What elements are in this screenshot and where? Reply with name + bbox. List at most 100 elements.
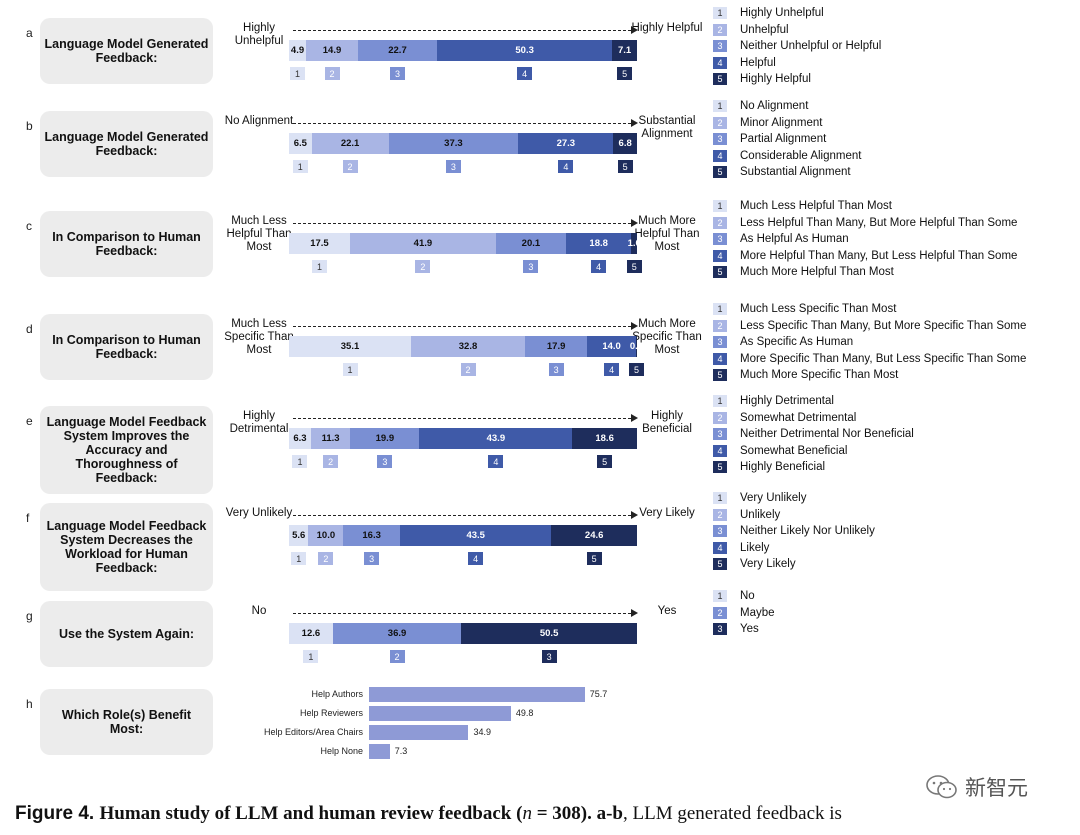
legend-label: Highly Unhelpful [740, 7, 824, 19]
legend-label: Highly Beneficial [740, 461, 826, 473]
right-anchor-label: Very Likely [639, 507, 695, 519]
legend-label: Considerable Alignment [740, 149, 862, 162]
segment-index-badge: 3 [390, 67, 405, 80]
question-box: Language Model Generated Feedback: [40, 18, 213, 84]
scale-arrowhead [631, 511, 638, 519]
stacked-bar: 5.6 10.0 16.3 43.5 24.6 [289, 525, 637, 546]
legend-label: Much Less Helpful Than Most [740, 200, 892, 212]
legend-swatch: 2 [713, 116, 727, 129]
legend-label: Somewhat Detrimental [740, 411, 857, 424]
question-box: In Comparison to Human Feedback: [40, 314, 213, 380]
bar-segment-2: 36.9 [332, 623, 462, 644]
legend-swatch: 2 [713, 319, 727, 332]
bar-segment-5: 1.6 [628, 233, 641, 254]
legend-label: Neither Unhelpful or Helpful [740, 40, 882, 52]
bar-segment-3: 50.5 [461, 623, 637, 644]
left-anchor-label: Highly Detrimental [229, 410, 289, 435]
scale-arrowhead [631, 322, 638, 330]
segment-index-badge: 5 [617, 160, 633, 173]
bar-segment-4: 43.9 [419, 428, 573, 449]
legend-swatch: 3 [713, 525, 727, 537]
legend-label: More Specific Than Many, But Less Specif… [740, 352, 1027, 365]
bar-segment-1: 35.1 [289, 336, 412, 357]
legend-label: More Helpful Than Many, But Less Helpful… [740, 249, 1018, 262]
scale-arrow [293, 123, 631, 124]
legend-label: Neither Detrimental Nor Beneficial [740, 428, 914, 440]
left-anchor-label: No Alignment [224, 115, 294, 127]
category-label: Help Authors [311, 689, 363, 699]
segment-index-badge: 2 [389, 650, 405, 663]
segment-index-badge: 2 [342, 160, 358, 173]
legend-label: As Helpful As Human [740, 233, 849, 245]
bar-segment-5: 18.6 [572, 428, 637, 449]
segment-index-badge: 1 [311, 260, 327, 273]
bar-segment-5: 6.8 [613, 133, 637, 154]
segment-index-badge: 4 [591, 260, 607, 273]
legend-swatch: 5 [713, 461, 727, 473]
legend-swatch: 4 [713, 352, 727, 365]
left-anchor-label: Highly Unhelpful [234, 22, 284, 47]
right-anchor-label: Highly Beneficial [642, 410, 692, 435]
watermark: 新智元 [925, 772, 1028, 802]
bar-segment-4: 50.3 [437, 40, 613, 61]
stacked-bar: 6.3 11.3 19.9 43.9 18.6 [289, 428, 637, 449]
legend-label: No [740, 590, 755, 602]
bar-segment-3: 20.1 [495, 233, 566, 254]
legend-swatch: 1 [713, 7, 727, 19]
legend-label: Yes [740, 623, 759, 635]
bar-segment-4: 27.3 [518, 133, 614, 154]
caption-figure-label: Figure 4. [15, 803, 95, 824]
horizontal-bar [369, 744, 390, 759]
scale-arrow [293, 223, 631, 224]
horizontal-bar [369, 725, 469, 740]
caption-bold-text: Human study of LLM and human review feed… [99, 803, 523, 824]
category-label: Help Reviewers [299, 708, 363, 718]
legend-label: Neither Likely Nor Unlikely [740, 525, 875, 537]
segment-index-badge: 5 [626, 260, 642, 273]
question-box: Language Model Generated Feedback: [40, 111, 213, 177]
legend-swatch: 5 [713, 266, 727, 278]
bar-segment-5: 24.6 [551, 525, 637, 546]
right-anchor-label: Substantial Alignment [638, 115, 696, 140]
legend-swatch: 1 [713, 492, 727, 504]
scale-arrow [293, 30, 631, 31]
right-anchor-label: Yes [657, 605, 677, 617]
legend-label: As Specific As Human [740, 336, 854, 348]
scale-arrowhead [631, 119, 638, 127]
legend-label: Maybe [740, 606, 775, 619]
legend-swatch: 1 [713, 590, 727, 602]
left-anchor-label: Much Less Helpful Than Most [226, 215, 292, 253]
legend-label: Helpful [740, 56, 776, 69]
panel-letter: b [26, 119, 33, 133]
legend-swatch: 1 [713, 100, 727, 112]
stacked-bar: 35.1 32.8 17.9 14.0 0.3 [289, 336, 643, 357]
legend-swatch: 2 [713, 411, 727, 424]
legend-swatch: 2 [713, 23, 727, 36]
bar-segment-4: 43.5 [400, 525, 552, 546]
right-anchor-label: Highly Helpful [631, 22, 703, 34]
legend-label: Unlikely [740, 508, 781, 521]
bar-segment-3: 19.9 [350, 428, 420, 449]
segment-index-badge: 3 [377, 455, 393, 468]
question-box: Language Model Feedback System Decreases… [40, 503, 213, 591]
segment-index-badge: 1 [342, 363, 358, 376]
scale-arrow [293, 515, 631, 516]
legend-label: Less Helpful Than Many, But More Helpful… [740, 216, 1018, 229]
scale-arrow [293, 613, 631, 614]
category-label: Help None [320, 746, 363, 756]
stacked-bar: 4.9 14.9 22.7 50.3 7.1 [289, 40, 637, 61]
legend-swatch: 4 [713, 444, 727, 457]
legend-swatch: 4 [713, 249, 727, 262]
bar-segment-1: 17.5 [289, 233, 350, 254]
segment-index-badge: 5 [597, 455, 613, 468]
bar-segment-1: 6.5 [289, 133, 312, 154]
figure-caption: Figure 4. Human study of LLM and human r… [15, 803, 842, 825]
legend-swatch: 5 [713, 73, 727, 85]
legend-swatch: 5 [713, 558, 727, 570]
legend-label: Unhelpful [740, 23, 789, 36]
segment-index-badge: 1 [290, 67, 306, 80]
segment-index-badge: 1 [291, 552, 307, 565]
legend-swatch: 2 [713, 508, 727, 521]
scale-arrowhead [631, 26, 638, 34]
scale-arrowhead [631, 414, 638, 422]
